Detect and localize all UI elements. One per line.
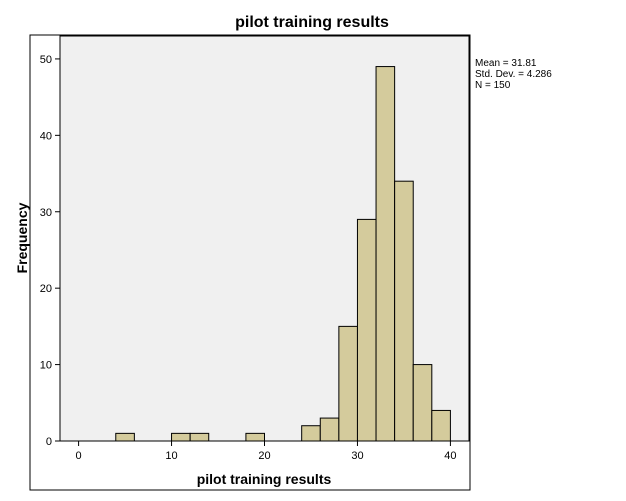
y-tick-label: 30 — [40, 207, 52, 219]
x-axis-label: pilot training results — [197, 471, 332, 487]
chart-title: pilot training results — [235, 14, 389, 31]
histogram-bar — [245, 432, 265, 442]
y-tick-label: 10 — [40, 360, 52, 372]
histogram-bar — [171, 432, 191, 442]
histogram-bar — [301, 425, 321, 442]
y-tick-label: 20 — [40, 283, 52, 295]
histogram-bar — [338, 325, 358, 442]
histogram-bar — [394, 180, 414, 442]
y-tick-label: 40 — [40, 130, 52, 142]
histogram-bar — [431, 409, 451, 442]
histogram-bar — [115, 432, 135, 442]
histogram-bar — [375, 66, 396, 442]
stats-mean: Mean = 31.81 — [475, 58, 537, 69]
histogram-bar — [189, 432, 210, 442]
y-tick-label: 0 — [46, 436, 52, 448]
histogram-bar — [356, 218, 377, 442]
histogram-bar — [319, 417, 340, 442]
x-tick-label: 20 — [258, 450, 270, 462]
x-tick-label: 0 — [76, 450, 82, 462]
bars-group — [115, 66, 451, 442]
stats-std-dev: Std. Dev. = 4.286 — [475, 69, 552, 80]
y-axis-label: Frequency — [14, 202, 30, 273]
x-axis: 0 10 20 30 40 — [76, 441, 457, 462]
y-tick-label: 50 — [40, 54, 52, 66]
stats-n: N = 150 — [475, 80, 511, 91]
x-tick-label: 40 — [444, 450, 456, 462]
chart-outer-frame — [29, 34, 471, 491]
histogram-bar — [412, 364, 433, 442]
x-tick-label: 30 — [351, 450, 363, 462]
x-tick-label: 10 — [165, 450, 177, 462]
y-axis: 0 10 20 30 40 50 — [40, 54, 60, 448]
